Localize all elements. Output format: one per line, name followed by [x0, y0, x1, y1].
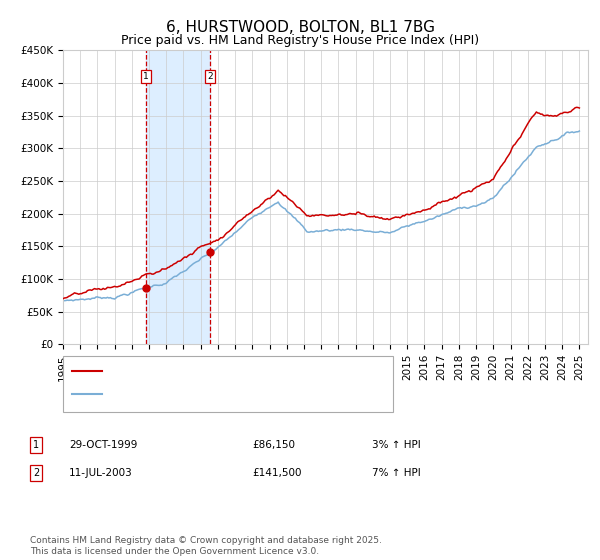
Text: £141,500: £141,500: [252, 468, 302, 478]
Text: Contains HM Land Registry data © Crown copyright and database right 2025.
This d: Contains HM Land Registry data © Crown c…: [30, 536, 382, 556]
Text: 2: 2: [33, 468, 39, 478]
Text: 29-OCT-1999: 29-OCT-1999: [69, 440, 137, 450]
Text: 2: 2: [207, 72, 212, 81]
Text: 6, HURSTWOOD, BOLTON, BL1 7BG: 6, HURSTWOOD, BOLTON, BL1 7BG: [166, 20, 434, 35]
Bar: [146, 50, 210, 344]
Text: 7% ↑ HPI: 7% ↑ HPI: [372, 468, 421, 478]
Text: Price paid vs. HM Land Registry's House Price Index (HPI): Price paid vs. HM Land Registry's House …: [121, 34, 479, 46]
Text: HPI: Average price, detached house, Bolton: HPI: Average price, detached house, Bolt…: [108, 389, 335, 399]
Text: £86,150: £86,150: [252, 440, 295, 450]
Text: 3% ↑ HPI: 3% ↑ HPI: [372, 440, 421, 450]
Text: 1: 1: [143, 72, 149, 81]
Text: 1: 1: [33, 440, 39, 450]
Text: 6, HURSTWOOD, BOLTON, BL1 7BG (detached house): 6, HURSTWOOD, BOLTON, BL1 7BG (detached …: [108, 366, 386, 376]
Text: 11-JUL-2003: 11-JUL-2003: [69, 468, 133, 478]
